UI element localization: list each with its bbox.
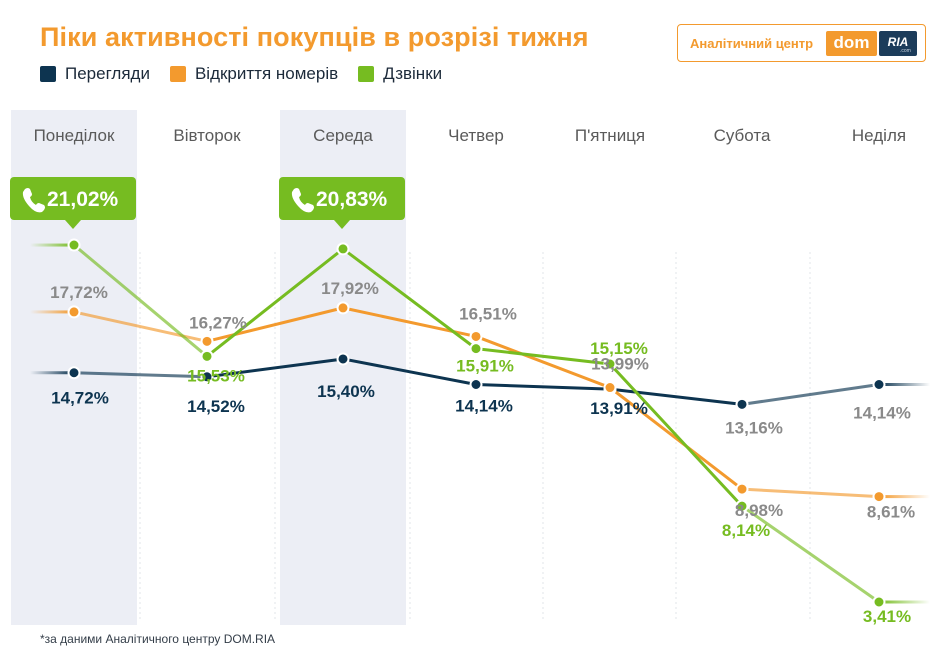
series-line-views	[205, 357, 345, 379]
x-tick-label: Четвер	[448, 126, 504, 145]
peak-badge: 20,83%	[279, 177, 405, 229]
data-point-views	[735, 397, 749, 411]
data-label-opens: 16,27%	[189, 313, 247, 332]
brand-ria: RIA	[879, 31, 917, 56]
data-label-views: 14,52%	[187, 397, 245, 416]
series-line-views	[474, 383, 612, 391]
legend-item-views: Перегляди	[40, 64, 150, 84]
data-point-opens	[603, 381, 617, 395]
line-fade-right-calls	[879, 600, 930, 604]
data-point-opens	[200, 334, 214, 348]
data-point-opens	[872, 490, 886, 504]
data-label-opens: 8,98%	[735, 501, 783, 520]
legend-label-calls: Дзвінки	[383, 64, 443, 83]
x-tick-label: Середа	[313, 126, 373, 145]
data-point-views	[336, 352, 350, 366]
data-label-opens: 16,51%	[459, 304, 517, 323]
series-line-opens	[205, 306, 345, 343]
data-label-views: 14,72%	[51, 389, 109, 408]
data-point-calls	[469, 342, 483, 356]
data-label-calls: 8,14%	[722, 521, 770, 540]
line-fade-left-opens	[30, 310, 74, 314]
x-tick-label: Понеділок	[34, 126, 115, 145]
chart-legend: Перегляди Відкриття номерів Дзвінки	[40, 64, 462, 84]
data-point-calls	[603, 357, 617, 371]
series-line-views	[740, 383, 881, 406]
legend-swatch-views	[40, 66, 56, 82]
data-point-calls	[735, 499, 749, 513]
data-label-opens: 8,61%	[867, 503, 915, 522]
line-fade-left-calls	[30, 243, 74, 247]
series-line-calls	[341, 247, 478, 351]
series-line-calls	[740, 504, 881, 604]
series-line-opens	[608, 386, 744, 491]
line-fade-right-views	[879, 383, 930, 387]
data-point-views	[469, 378, 483, 392]
brand-text: Аналітичний центр	[690, 36, 814, 51]
data-label-views: 13,16%	[725, 418, 783, 437]
data-point-calls	[67, 238, 81, 252]
data-point-calls	[336, 242, 350, 256]
data-label-opens: 17,92%	[321, 279, 379, 298]
data-point-opens	[735, 482, 749, 496]
series-line-calls	[608, 362, 744, 508]
data-point-calls	[200, 349, 214, 363]
data-label-opens: 13,99%	[591, 355, 649, 374]
phone-icon	[22, 188, 45, 213]
brand-logo: Аналітичний центр dom RIA .com	[677, 24, 926, 62]
data-point-calls	[872, 595, 886, 609]
x-tick-label: Субота	[714, 126, 771, 145]
phone-icon	[291, 188, 314, 213]
series-line-calls	[72, 243, 209, 358]
data-label-calls: 15,15%	[590, 339, 648, 358]
footnote: *за даними Аналітичного центру DOM.RIA	[40, 632, 276, 646]
peak-badge: 21,02%	[10, 177, 136, 229]
x-tick-label: П'ятниця	[575, 126, 645, 145]
brand-com: .com	[900, 48, 911, 54]
series-line-calls	[205, 247, 345, 358]
data-point-opens	[67, 305, 81, 319]
legend-label-views: Перегляди	[65, 64, 150, 83]
data-label-views: 14,14%	[853, 404, 911, 423]
legend-item-calls: Дзвінки	[358, 64, 442, 84]
brand-dom: dom	[826, 31, 877, 56]
data-label-calls: 15,91%	[456, 357, 514, 376]
line-fade-left-views	[30, 371, 74, 375]
peak-badge-label: 20,83%	[316, 188, 388, 211]
line-fade-right-opens	[879, 495, 930, 499]
data-label-calls: 3,41%	[863, 607, 911, 626]
legend-item-opens: Відкриття номерів	[169, 64, 339, 84]
data-label-views: 15,40%	[317, 382, 375, 401]
data-label-calls: 15,53%	[187, 366, 245, 385]
data-point-opens	[336, 301, 350, 315]
legend-swatch-opens	[169, 66, 186, 82]
series-line-views	[72, 371, 209, 379]
data-label-views: 14,14%	[455, 397, 513, 416]
legend-swatch-calls	[358, 66, 375, 82]
series-line-views	[608, 387, 744, 406]
x-tick-label: Вівторок	[173, 126, 241, 145]
series-line-calls	[474, 347, 612, 366]
legend-label-opens: Відкриття номерів	[194, 64, 339, 83]
series-line-opens	[740, 487, 881, 499]
series-line-opens	[474, 334, 612, 390]
data-point-views	[200, 370, 214, 384]
data-point-views	[67, 366, 81, 380]
peak-badge-pointer	[334, 220, 350, 229]
data-label-opens: 17,72%	[50, 283, 108, 302]
chart-title: Піки активності покупців в розрізі тижня	[40, 22, 589, 52]
data-point-opens	[469, 329, 483, 343]
data-point-views	[872, 378, 886, 392]
x-tick-label: Неділя	[852, 126, 906, 145]
series-line-views	[341, 357, 478, 387]
peak-badge-label: 21,02%	[47, 188, 119, 211]
peak-badge-pointer	[65, 220, 81, 229]
data-label-views: 13,91%	[590, 399, 648, 418]
